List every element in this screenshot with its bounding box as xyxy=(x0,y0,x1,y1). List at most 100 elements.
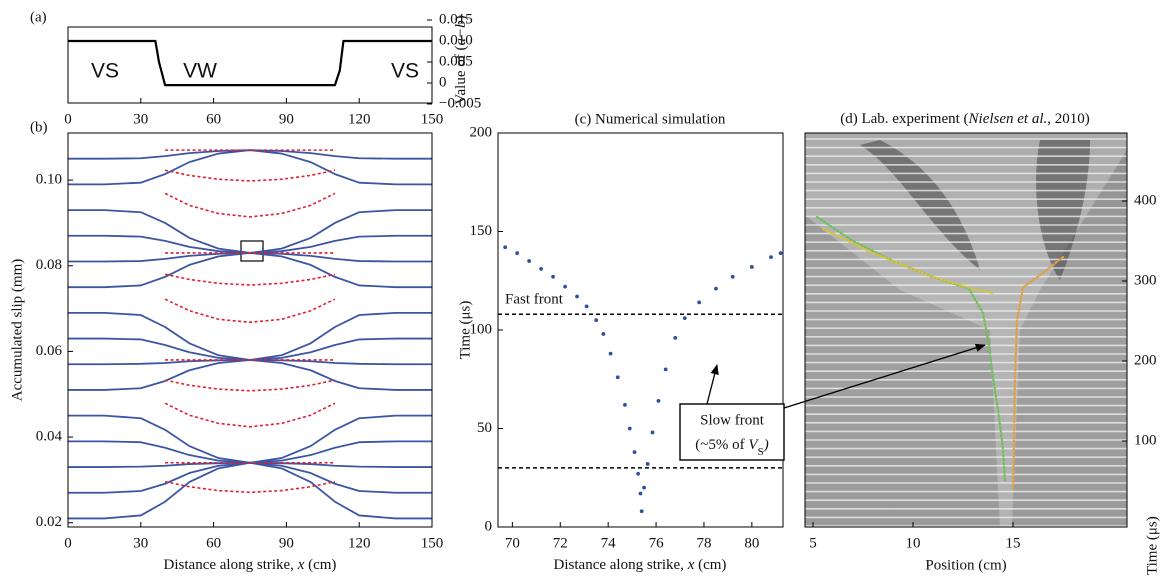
point xyxy=(575,294,579,299)
y-axis-label: Time (μs) xyxy=(1144,516,1160,575)
x-tick-label: 5 xyxy=(809,535,817,551)
x-tick-label: 10 xyxy=(906,535,921,551)
x-tick-label: 74 xyxy=(601,535,617,551)
x-axis-label: Position (cm) xyxy=(925,557,1006,573)
x-tick-label: 120 xyxy=(348,111,371,127)
y-axis-label-part: Value of ( xyxy=(453,45,469,104)
annotation-part: S xyxy=(758,446,764,458)
series-line xyxy=(68,337,432,361)
point xyxy=(697,300,702,305)
annotation-box xyxy=(679,403,785,461)
y-axis-label-part: a−b xyxy=(453,20,469,46)
series-line xyxy=(68,252,432,289)
axes-frame xyxy=(67,26,433,104)
point xyxy=(627,426,632,431)
y-axis-label: Value of (a−b) xyxy=(453,15,469,104)
x-axis-label-part: (cm) xyxy=(304,557,336,573)
region-label: VS xyxy=(91,60,119,83)
point xyxy=(615,375,620,380)
panel-title: (d) Lab. experiment (Nielsen et al., 201… xyxy=(840,111,1090,127)
series-line xyxy=(164,298,336,324)
point xyxy=(632,450,637,455)
point xyxy=(650,430,655,435)
plot-area xyxy=(68,149,432,520)
annotation-part: (~5% of xyxy=(695,437,748,453)
annotation-part: ) xyxy=(763,437,769,453)
y-tick-label: 400 xyxy=(1134,192,1157,208)
series-line xyxy=(68,440,432,464)
arrow xyxy=(783,343,986,409)
series-line xyxy=(68,149,432,186)
y-axis-label-part: ) xyxy=(453,15,469,20)
y-axis-label: Accumulated slip (mm) xyxy=(9,259,25,401)
x-tick-label: 15 xyxy=(1006,535,1021,551)
y-tick-label: 150 xyxy=(470,223,493,239)
panel-label: (a) xyxy=(30,9,47,25)
panel-title-part: (d) Lab. experiment ( xyxy=(840,111,968,127)
y-tick-label: 200 xyxy=(1134,352,1157,368)
series-line xyxy=(164,480,336,494)
x-axis-label-part: Distance along strike, xyxy=(164,557,298,573)
trace xyxy=(815,215,1007,483)
panel-title-part: , 2010) xyxy=(1047,111,1090,127)
axes-frame xyxy=(804,132,1128,528)
series-line xyxy=(68,311,432,361)
point xyxy=(638,491,643,496)
x-tick-label: 60 xyxy=(206,111,221,127)
point xyxy=(673,335,678,340)
point xyxy=(778,251,783,256)
annotation: Slow front xyxy=(700,412,765,428)
image-feature xyxy=(860,140,1090,280)
y-axis-label: Time (μs) xyxy=(457,301,473,360)
series-line xyxy=(68,234,432,254)
series-line xyxy=(164,169,336,182)
y-tick-label: 0 xyxy=(439,74,447,90)
point xyxy=(642,485,646,490)
annotation-part: V xyxy=(748,437,759,453)
region-label: VW xyxy=(183,60,217,83)
x-axis-label-part: x xyxy=(297,557,305,573)
x-tick-label: 90 xyxy=(279,535,294,551)
x-tick-label: 0 xyxy=(64,111,72,127)
region-label: VS xyxy=(391,60,419,83)
point xyxy=(601,332,606,336)
x-tick-label: 30 xyxy=(133,111,148,127)
y-tick-label: 100 xyxy=(1134,432,1157,448)
y-tick-label: 100 xyxy=(470,321,493,337)
x-tick-label: 70 xyxy=(505,535,520,551)
y-tick-label: 0 xyxy=(485,518,493,534)
x-tick-label: 150 xyxy=(421,535,444,551)
series-line xyxy=(164,379,336,392)
point xyxy=(503,245,508,250)
plot-area xyxy=(805,133,1127,527)
y-tick-label: 50 xyxy=(477,420,492,436)
point xyxy=(563,284,567,289)
point xyxy=(594,318,599,323)
x-tick-label: 30 xyxy=(133,535,148,551)
x-tick-label: 60 xyxy=(206,535,221,551)
x-tick-label: 72 xyxy=(553,535,568,551)
point xyxy=(515,251,520,256)
y-tick-label: 0.005 xyxy=(439,53,473,69)
axes-frame xyxy=(67,132,433,528)
y-tick-label: 0.10 xyxy=(36,172,62,188)
plot-area xyxy=(498,245,783,514)
y-tick-label: 0.02 xyxy=(36,514,62,530)
point xyxy=(623,402,627,407)
point xyxy=(639,509,644,514)
series-line xyxy=(68,414,432,464)
point xyxy=(636,471,641,476)
point xyxy=(714,286,718,291)
point xyxy=(551,274,555,279)
point xyxy=(682,316,687,321)
series-line xyxy=(164,273,336,286)
panel-title: (c) Numerical simulation xyxy=(575,111,726,127)
x-tick-label: 80 xyxy=(744,535,759,551)
annotation: Fast front xyxy=(505,291,564,307)
x-tick-label: 150 xyxy=(421,111,444,127)
point xyxy=(730,274,735,279)
plot-area xyxy=(68,39,432,87)
x-tick-label: 76 xyxy=(649,535,665,551)
arrow xyxy=(706,363,719,405)
